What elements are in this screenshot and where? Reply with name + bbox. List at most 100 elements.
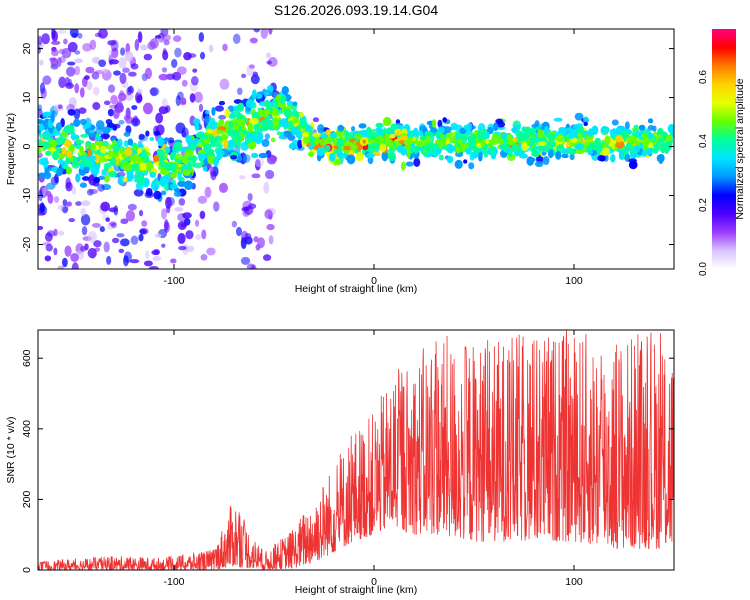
- heatmap-cell: [73, 118, 81, 127]
- heatmap-cell: [138, 133, 145, 140]
- heatmap-cell: [249, 117, 259, 125]
- heatmap-cell: [178, 198, 186, 206]
- heatmap-cell: [95, 120, 105, 130]
- heatmap-cell: [90, 165, 96, 175]
- heatmap-cell: [292, 117, 300, 124]
- heatmap-cell: [469, 133, 477, 143]
- heatmap-cell: [101, 169, 106, 176]
- heatmap-cell: [42, 157, 47, 166]
- heatmap-cell: [583, 121, 588, 127]
- heatmap-cell: [65, 177, 71, 189]
- heatmap-cell: [316, 146, 324, 157]
- heatmap-cell: [88, 188, 99, 195]
- heatmap-cell: [177, 171, 182, 181]
- heatmap-cell: [106, 255, 112, 265]
- heatmap-cell: [336, 138, 344, 148]
- heatmap-cell: [178, 245, 187, 251]
- heatmap-cell: [534, 161, 544, 168]
- heatmap-cell: [143, 53, 153, 61]
- heatmap-cell: [93, 177, 100, 183]
- heatmap-cell: [109, 156, 117, 167]
- heatmap-cell: [439, 133, 445, 139]
- heatmap-cell: [130, 235, 139, 245]
- heatmap-cell: [155, 233, 162, 238]
- heatmap-cell: [388, 133, 396, 139]
- heatmap-cell: [85, 66, 95, 74]
- heatmap-cell: [163, 39, 170, 46]
- heatmap-cell: [198, 103, 204, 112]
- heatmap-cell: [336, 158, 341, 166]
- heatmap-cell: [419, 136, 425, 141]
- heatmap-cell: [87, 247, 97, 259]
- heatmap-cell: [272, 108, 279, 117]
- heatmap-cell: [344, 130, 350, 141]
- heatmap-cell: [463, 159, 468, 164]
- heatmap-cell: [325, 136, 333, 142]
- heatmap-cell: [251, 173, 261, 179]
- heatmap-cell: [38, 123, 45, 131]
- heatmap-cell: [567, 149, 577, 155]
- heatmap-cell: [262, 254, 272, 261]
- heatmap-cell: [71, 262, 79, 269]
- heatmap-cell: [646, 148, 652, 156]
- heatmap-cell: [62, 206, 68, 214]
- spectrogram-x-tick-label: 0: [371, 275, 377, 287]
- heatmap-cell: [75, 144, 81, 149]
- heatmap-cell: [177, 232, 186, 245]
- heatmap-cell: [42, 111, 52, 118]
- heatmap-cell: [537, 141, 547, 147]
- heatmap-cell: [266, 223, 275, 231]
- heatmap-cell: [308, 151, 315, 157]
- heatmap-cell: [376, 127, 383, 136]
- heatmap-cell: [487, 126, 494, 135]
- heatmap-cell: [119, 72, 127, 85]
- heatmap-cell: [640, 133, 649, 139]
- heatmap-cell: [81, 200, 91, 207]
- heatmap-cell: [150, 87, 158, 97]
- heatmap-cell: [64, 82, 74, 89]
- heatmap-cell: [57, 57, 62, 68]
- heatmap-cell: [42, 75, 52, 85]
- heatmap-cell: [331, 132, 337, 139]
- heatmap-cell: [547, 141, 557, 146]
- heatmap-cell: [601, 126, 610, 134]
- heatmap-cell: [123, 131, 131, 137]
- heatmap-cell: [594, 143, 604, 153]
- heatmap-cell: [232, 33, 241, 45]
- heatmap-cell: [647, 118, 654, 124]
- heatmap-cell: [153, 154, 160, 163]
- heatmap-cell: [231, 118, 240, 124]
- heatmap-cell: [343, 152, 348, 159]
- heatmap-cell: [264, 209, 273, 220]
- heatmap-cell: [161, 67, 168, 73]
- heatmap-cell: [266, 60, 272, 65]
- heatmap-cell: [292, 101, 298, 107]
- heatmap-cell: [181, 164, 186, 171]
- heatmap-cell: [74, 65, 81, 76]
- heatmap-cell: [463, 124, 470, 131]
- heatmap-cell: [597, 155, 606, 162]
- heatmap-cell: [80, 245, 87, 252]
- heatmap-cell: [101, 183, 112, 191]
- heatmap-cell: [633, 144, 641, 153]
- snr-frame: [37, 329, 675, 571]
- heatmap-cell: [103, 241, 110, 253]
- heatmap-cell: [153, 190, 162, 200]
- heatmap-cell: [537, 145, 547, 151]
- heatmap-cell: [206, 247, 216, 256]
- heatmap-cell: [149, 171, 156, 178]
- heatmap-cell: [118, 248, 125, 254]
- heatmap-cell: [149, 87, 160, 96]
- heatmap-cell: [615, 134, 624, 143]
- heatmap-cell: [506, 133, 512, 144]
- heatmap-cell: [313, 139, 320, 145]
- heatmap-cell: [110, 39, 119, 52]
- heatmap-cell: [434, 132, 441, 137]
- heatmap-cell: [187, 160, 192, 170]
- heatmap-cell: [93, 240, 102, 248]
- heatmap-cell: [265, 52, 272, 59]
- heatmap-cell: [122, 177, 128, 183]
- heatmap-cell: [542, 156, 550, 165]
- heatmap-cell: [242, 154, 251, 163]
